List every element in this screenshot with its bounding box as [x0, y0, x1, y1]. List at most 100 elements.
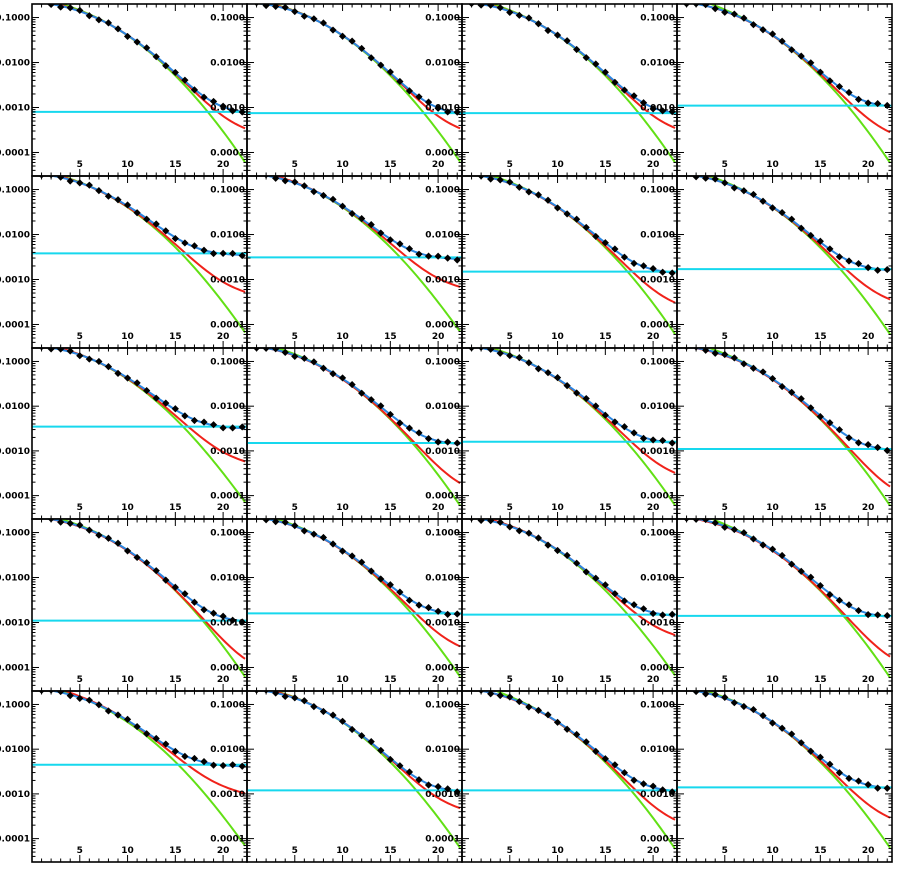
- x-tick-label: 15: [169, 503, 182, 513]
- data-point: [620, 769, 629, 777]
- panel-plot-area: [677, 348, 892, 507]
- x-tick-label: 20: [862, 332, 875, 342]
- data-point: [659, 786, 667, 794]
- data-point: [534, 365, 543, 373]
- x-tick-label: 10: [551, 503, 564, 513]
- green-model-curve: [706, 348, 891, 507]
- data-point: [338, 202, 347, 210]
- y-tick-label: 0.0001: [0, 492, 30, 502]
- panel-plot-area: [677, 4, 892, 164]
- y-tick-label: 0.0100: [210, 59, 245, 69]
- x-tick-label: 5: [292, 846, 298, 856]
- data-point: [190, 754, 199, 763]
- data-point: [515, 11, 523, 19]
- green-model-curve: [268, 4, 461, 163]
- data-point: [133, 38, 141, 46]
- y-tick-label: 0.1000: [210, 529, 245, 539]
- data-point: [816, 237, 824, 245]
- data-point: [582, 568, 590, 576]
- panel-1: 0.0001 0.0010 0.0100 0.1000 5 10 15 20: [0, 3, 248, 177]
- x-tick-label: 20: [217, 846, 230, 856]
- data-point: [525, 188, 533, 196]
- data-point: [649, 782, 657, 790]
- data-point: [229, 249, 237, 258]
- data-point: [611, 590, 619, 598]
- x-tick-label: 15: [599, 503, 612, 513]
- data-point: [854, 777, 863, 785]
- data-point: [396, 762, 404, 770]
- data-point: [601, 755, 609, 763]
- data-point: [396, 419, 404, 427]
- x-tick-label: 10: [121, 332, 134, 342]
- data-point: [845, 601, 853, 609]
- data-point: [238, 423, 246, 431]
- data-point: [826, 77, 834, 85]
- y-tick-label: 0.0001: [425, 835, 460, 845]
- data-point: [797, 52, 805, 60]
- data-point: [601, 68, 609, 76]
- data-point: [143, 386, 151, 395]
- data-point: [740, 360, 748, 368]
- blue-total-model-curve: [689, 348, 891, 451]
- data-point: [659, 611, 667, 619]
- x-tick-label: 15: [599, 160, 612, 170]
- data-point: [200, 418, 208, 426]
- x-tick-label: 5: [77, 503, 83, 513]
- y-tick-label: 0.0010: [210, 619, 245, 629]
- data-point: [329, 370, 337, 378]
- y-tick-label: 0.1000: [210, 700, 245, 710]
- x-tick-label: 15: [814, 160, 827, 170]
- data-point: [319, 191, 328, 200]
- y-tick-label: 0.0001: [210, 835, 245, 845]
- x-tick-label: 10: [336, 675, 349, 685]
- data-point: [854, 606, 863, 615]
- data-point: [76, 694, 84, 702]
- x-tick-label: 10: [336, 160, 349, 170]
- data-point: [209, 249, 218, 258]
- green-model-curve: [708, 4, 891, 164]
- panel-4: 0.0001 0.0010 0.0100 0.1000 5 10 15 20: [640, 3, 893, 177]
- x-tick-label: 15: [169, 332, 182, 342]
- data-point: [377, 746, 385, 755]
- y-tick-label: 0.0100: [0, 574, 30, 584]
- x-tick-label: 15: [384, 160, 397, 170]
- data-point: [367, 396, 375, 404]
- data-point: [319, 533, 328, 542]
- data-point: [768, 374, 777, 383]
- data-point: [104, 192, 113, 200]
- data-point: [778, 551, 786, 560]
- x-tick-label: 20: [862, 675, 875, 685]
- data-point: [85, 181, 93, 189]
- data-point: [630, 601, 638, 609]
- data-point: [453, 439, 461, 447]
- x-tick-label: 20: [647, 846, 660, 856]
- red-model-curve: [274, 176, 461, 288]
- x-tick-label: 10: [336, 332, 349, 342]
- data-point: [405, 245, 414, 253]
- data-point: [649, 105, 657, 113]
- data-point: [396, 240, 404, 248]
- x-tick-label: 20: [217, 332, 230, 342]
- y-tick-label: 0.0100: [640, 745, 675, 755]
- data-point: [85, 526, 93, 534]
- data-point: [377, 229, 385, 237]
- data-point: [104, 363, 113, 371]
- data-point: [759, 541, 767, 549]
- data-point: [310, 15, 318, 23]
- y-tick-label: 0.0100: [640, 402, 675, 412]
- data-point: [864, 264, 872, 272]
- data-point: [377, 402, 385, 410]
- data-point: [386, 236, 394, 244]
- x-tick-label: 5: [292, 675, 298, 685]
- data-point: [162, 62, 170, 70]
- data-point: [816, 68, 824, 76]
- data-point: [238, 618, 246, 626]
- data-point: [496, 176, 504, 184]
- y-tick-label: 0.0100: [210, 402, 245, 412]
- x-tick-label: 20: [217, 503, 230, 513]
- data-point: [864, 441, 872, 449]
- data-point: [592, 574, 600, 582]
- data-point: [768, 719, 777, 727]
- data-point: [367, 54, 375, 62]
- y-tick-label: 0.0010: [640, 790, 675, 800]
